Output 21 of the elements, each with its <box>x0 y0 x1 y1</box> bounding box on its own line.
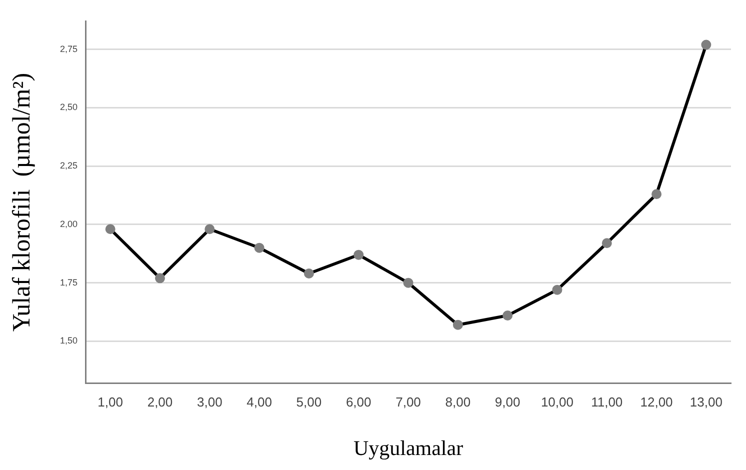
x-tick-label: 10,00 <box>540 394 574 410</box>
x-tick-label: 8,00 <box>445 394 471 410</box>
y-tick-label: 2,00 <box>60 218 78 229</box>
y-tick-label: 1,50 <box>60 336 78 346</box>
x-tick-label: 2,00 <box>147 394 173 410</box>
y-tick-label: 1,75 <box>60 277 78 288</box>
x-tick-label: 7,00 <box>396 394 421 410</box>
x-tick-label: 5,00 <box>296 394 322 410</box>
x-tick-label: 4,00 <box>246 394 272 410</box>
x-tick-label: 11,00 <box>591 394 623 410</box>
x-tick-label: 6,00 <box>346 394 372 410</box>
x-tick-label: 12,00 <box>640 394 673 410</box>
x-tick-label: 9,00 <box>494 394 520 410</box>
y-tick-label: 2,50 <box>60 102 78 112</box>
y-tick-label: 2,75 <box>60 44 78 54</box>
x-tick-label: 1,00 <box>98 394 123 410</box>
y-axis-title: Yulaf klorofili (µmol/m²) <box>8 72 36 332</box>
x-tick-label: 3,00 <box>196 394 222 410</box>
x-tick-label: 13,00 <box>690 394 722 410</box>
x-axis-title: Uygulamalar <box>353 436 464 460</box>
y-tick-label: 2,25 <box>60 160 78 171</box>
